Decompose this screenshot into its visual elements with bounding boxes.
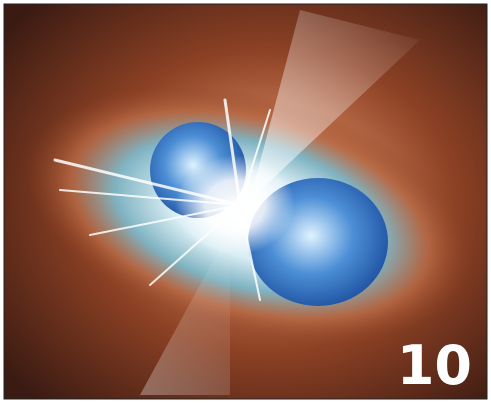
jet (140, 230, 230, 395)
explosion-flash (175, 155, 295, 255)
number-badge: 10 (397, 334, 472, 397)
jet (250, 10, 420, 200)
